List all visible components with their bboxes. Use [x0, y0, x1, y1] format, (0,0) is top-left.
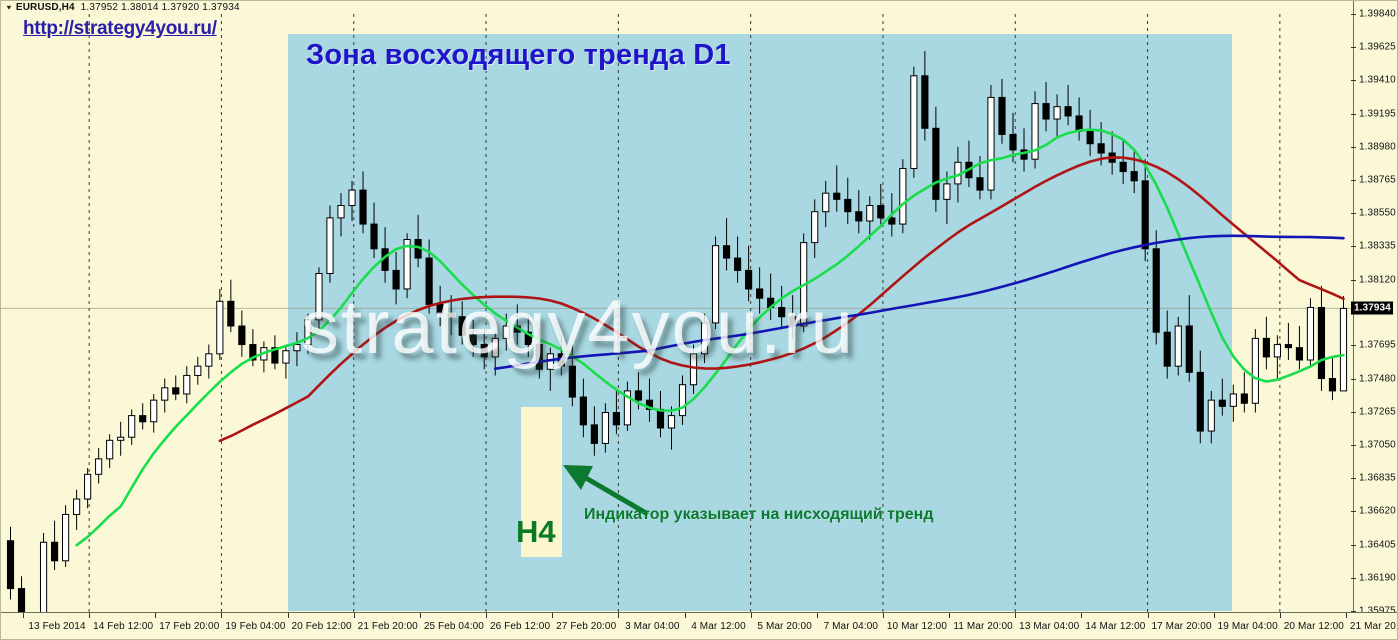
time-tick [816, 613, 818, 618]
time-tick-label: 5 Mar 20:00 [757, 621, 812, 632]
time-tick-label: 25 Feb 04:00 [423, 621, 484, 632]
time-tick [1147, 613, 1149, 618]
current-price-badge: 1.37934 [1351, 301, 1393, 315]
price-tick-label: 1.37050 [1359, 439, 1396, 451]
price-tick-label: 1.38980 [1359, 141, 1396, 153]
price-tick-label: 1.39625 [1359, 41, 1396, 53]
time-tick [1346, 613, 1347, 618]
price-tick [1351, 80, 1356, 82]
time-tick [1081, 613, 1083, 618]
price-tick [1351, 444, 1356, 446]
price-tick [1351, 14, 1356, 15]
time-tick-label: 19 Mar 04:00 [1217, 621, 1278, 632]
time-tick [684, 613, 686, 618]
time-tick [89, 613, 91, 618]
price-tick [1351, 113, 1356, 115]
price-tick [1351, 478, 1356, 480]
price-tick [1351, 411, 1356, 413]
price-tick-label: 1.39840 [1359, 8, 1396, 20]
price-tick-label: 1.38120 [1359, 274, 1396, 286]
price-tick-label: 1.39410 [1359, 74, 1396, 86]
time-tick [221, 613, 223, 618]
uptrend-zone-title: Зона восходящего тренда D1 [306, 39, 731, 71]
time-tick-label: 19 Feb 04:00 [225, 621, 286, 632]
time-tick [882, 613, 884, 618]
symbol-info-bar: ▼ EURUSD,H4 1.37952 1.38014 1.37920 1.3793… [1, 1, 240, 14]
time-tick-label: 26 Feb 12:00 [489, 621, 551, 632]
site-url-link[interactable]: http://strategy4you.ru/ [23, 18, 217, 39]
time-tick [287, 613, 289, 618]
time-tick-label: 13 Feb 2014 [28, 621, 86, 632]
price-tick [1351, 577, 1356, 579]
time-tick [552, 613, 554, 618]
time-tick [23, 613, 24, 618]
time-tick-label: 20 Mar 12:00 [1283, 621, 1344, 632]
time-tick-label: 27 Feb 20:00 [556, 621, 617, 632]
price-tick-label: 1.37480 [1359, 373, 1396, 385]
time-tick-label: 7 Mar 04:00 [823, 621, 879, 632]
price-tick [1351, 345, 1356, 347]
price-tick [1351, 544, 1356, 546]
triangle-down-icon[interactable]: ▼ [5, 3, 13, 12]
price-tick [1351, 378, 1356, 380]
time-tick-label: 13 Mar 04:00 [1019, 621, 1080, 632]
price-tick [1351, 213, 1356, 215]
price-tick-label: 1.38765 [1359, 174, 1396, 186]
price-tick-label: 1.38335 [1359, 240, 1396, 252]
time-tick-label: 21 Mar 20:00 [1349, 621, 1397, 632]
ohlc-values: 1.37952 1.38014 1.37920 1.37934 [80, 2, 240, 13]
time-tick-label: 17 Feb 20:00 [159, 621, 220, 632]
price-tick [1351, 180, 1356, 182]
price-tick-label: 1.37265 [1359, 406, 1396, 418]
time-scale[interactable]: 13 Feb 2014 14 Feb 12:00 17 Feb 20:00 19 Fe… [1, 612, 1397, 639]
price-tick [1351, 279, 1356, 281]
price-tick-label: 1.39195 [1359, 108, 1396, 120]
time-tick [949, 613, 951, 618]
time-tick-label: 21 Feb 20:00 [357, 621, 418, 632]
price-tick-label: 1.36190 [1359, 572, 1396, 584]
time-tick [750, 613, 752, 618]
price-tick [1351, 511, 1356, 513]
time-tick-label: 14 Mar 12:00 [1085, 621, 1146, 632]
price-tick-label: 1.35975 [1359, 605, 1396, 617]
annotation-arrow [563, 465, 649, 516]
price-tick-label: 1.36835 [1359, 472, 1396, 484]
time-tick [419, 613, 421, 618]
time-tick [1279, 613, 1281, 618]
time-tick-label: 11 Mar 20:00 [953, 621, 1013, 632]
time-tick-label: 4 Mar 12:00 [691, 621, 746, 632]
time-tick [155, 613, 157, 618]
price-tick-label: 1.36405 [1359, 539, 1396, 551]
time-tick-label: 3 Mar 04:00 [625, 621, 680, 632]
time-tick [1015, 613, 1017, 618]
indicator-downtrend-note: Индикатор указывает на нисходящий тренд [584, 506, 934, 523]
time-tick [353, 613, 355, 618]
price-scale[interactable]: 1.39840 1.39625 1.39410 1.39195 1.38980 1.387… [1350, 1, 1397, 627]
h4-zone-label: H4 [516, 514, 556, 549]
symbol-label: EURUSD,H4 [15, 2, 75, 13]
time-tick-label: 10 Mar 12:00 [886, 621, 948, 632]
price-tick [1351, 246, 1356, 248]
time-tick [1213, 613, 1215, 618]
price-tick [1351, 611, 1356, 612]
price-tick-label: 1.38550 [1359, 207, 1396, 219]
price-tick-label: 1.37695 [1359, 339, 1396, 351]
price-tick [1351, 146, 1356, 148]
time-tick-label: 17 Mar 20:00 [1151, 621, 1212, 632]
time-tick [486, 613, 488, 618]
time-tick [618, 613, 620, 618]
time-tick-label: 20 Feb 12:00 [291, 621, 352, 632]
price-tick [1351, 47, 1356, 49]
price-tick-label: 1.36620 [1359, 505, 1396, 517]
time-tick-label: 14 Feb 12:00 [93, 621, 154, 632]
